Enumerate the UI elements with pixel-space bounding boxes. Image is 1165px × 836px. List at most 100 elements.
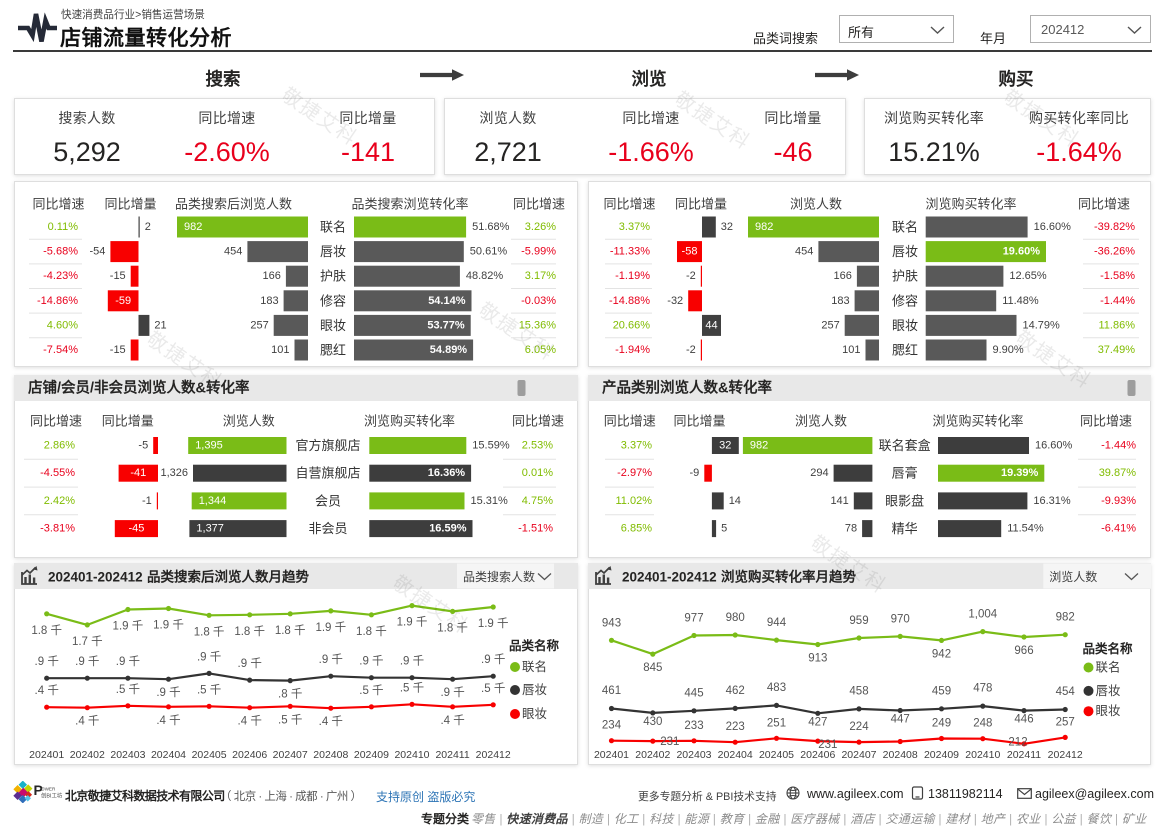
svg-text:.9 千: .9 千 — [156, 686, 180, 699]
svg-text:54.14%: 54.14% — [428, 295, 466, 307]
svg-text:1,377: 1,377 — [196, 523, 224, 535]
svg-text:16.59%: 16.59% — [429, 523, 467, 535]
svg-text:.4 千: .4 千 — [35, 684, 59, 697]
svg-text:同比增速: 同比增速 — [1080, 414, 1132, 429]
svg-text:唇妆: 唇妆 — [1096, 684, 1121, 698]
svg-text:眼妆: 眼妆 — [320, 318, 346, 333]
svg-text:446: 446 — [1014, 714, 1033, 726]
svg-text:-1.44%: -1.44% — [1101, 440, 1136, 452]
svg-text:-15: -15 — [110, 344, 126, 356]
svg-text:1.9 千: 1.9 千 — [478, 617, 509, 630]
svg-text:眼妆: 眼妆 — [522, 707, 547, 721]
svg-text:44: 44 — [705, 319, 717, 331]
svg-text:845: 845 — [643, 662, 662, 674]
svg-text:257: 257 — [250, 319, 268, 331]
svg-text:同比增速: 同比增速 — [622, 110, 679, 126]
svg-text:同比增量: 同比增量 — [764, 110, 821, 126]
svg-text:-1.51%: -1.51% — [518, 523, 553, 535]
svg-text:.9 千: .9 千 — [400, 655, 424, 668]
svg-text:-9.93%: -9.93% — [1101, 495, 1136, 507]
svg-text:3.26%: 3.26% — [525, 221, 556, 233]
svg-text:982: 982 — [184, 221, 202, 233]
svg-text:-1.66%: -1.66% — [608, 137, 694, 167]
svg-text:-0.03%: -0.03% — [521, 295, 556, 307]
svg-text:-3.81%: -3.81% — [40, 523, 75, 535]
svg-text:483: 483 — [767, 682, 786, 694]
svg-text:202405: 202405 — [759, 749, 794, 761]
svg-text:942: 942 — [932, 648, 951, 660]
svg-text:458: 458 — [849, 685, 868, 697]
svg-text:257: 257 — [821, 319, 839, 331]
svg-text:浏览购买转化率: 浏览购买转化率 — [364, 414, 455, 429]
svg-text:.9 千: .9 千 — [116, 655, 140, 668]
svg-text:.4 千: .4 千 — [75, 715, 99, 728]
svg-text:.9 千: .9 千 — [319, 653, 343, 666]
svg-text:产品类别浏览人数&转化率: 产品类别浏览人数&转化率 — [602, 379, 772, 397]
svg-text:202401: 202401 — [29, 749, 64, 761]
svg-text:183: 183 — [831, 295, 849, 307]
svg-text:联名: 联名 — [320, 220, 346, 235]
svg-text:浏览购买转化率月趋势: 浏览购买转化率月趋势 — [721, 569, 856, 585]
svg-text:-58: -58 — [682, 246, 698, 258]
svg-text:3.17%: 3.17% — [525, 270, 556, 282]
svg-text:959: 959 — [849, 615, 868, 627]
svg-text:1.9 千: 1.9 千 — [153, 619, 184, 632]
svg-text:231: 231 — [660, 736, 679, 748]
svg-text:同比增量: 同比增量 — [339, 110, 396, 126]
svg-text:浏览人数: 浏览人数 — [223, 414, 275, 429]
svg-text:202408: 202408 — [883, 749, 918, 761]
svg-text:11.48%: 11.48% — [1002, 295, 1039, 307]
svg-text:-2: -2 — [686, 344, 696, 356]
svg-text:202409: 202409 — [354, 749, 389, 761]
svg-text:980: 980 — [726, 612, 745, 624]
svg-text:2: 2 — [145, 221, 151, 233]
svg-text:-14.86%: -14.86% — [37, 295, 78, 307]
svg-text:1.8 千: 1.8 千 — [31, 624, 62, 637]
svg-text:20.66%: 20.66% — [613, 319, 651, 331]
svg-text:202407: 202407 — [273, 749, 308, 761]
svg-text:.5 千: .5 千 — [116, 683, 140, 696]
svg-text:459: 459 — [932, 685, 951, 697]
svg-text:修容: 修容 — [320, 293, 346, 308]
svg-text:1.8 千: 1.8 千 — [356, 625, 387, 638]
svg-text:品类搜索后浏览人数月趋势: 品类搜索后浏览人数月趋势 — [147, 569, 309, 585]
svg-text:6.85%: 6.85% — [621, 523, 652, 535]
svg-text:447: 447 — [891, 714, 910, 726]
svg-text:-2: -2 — [686, 270, 696, 282]
svg-text:唇膏: 唇膏 — [892, 466, 918, 481]
svg-text:.5 千: .5 千 — [481, 682, 505, 695]
svg-text:.9 千: .9 千 — [35, 655, 59, 668]
svg-text:.9 千: .9 千 — [75, 655, 99, 668]
svg-text:.4 千: .4 千 — [156, 714, 180, 727]
svg-text:同比增速: 同比增速 — [513, 197, 565, 212]
svg-text:251: 251 — [767, 717, 786, 729]
svg-text:3.37%: 3.37% — [619, 221, 650, 233]
svg-text:护肤: 护肤 — [892, 269, 918, 284]
svg-text:445: 445 — [684, 687, 703, 699]
svg-text:唇妆: 唇妆 — [522, 683, 547, 697]
svg-text:唇妆: 唇妆 — [320, 244, 346, 259]
svg-text:-45: -45 — [128, 523, 144, 535]
svg-text:浏览购买转化率: 浏览购买转化率 — [925, 197, 1016, 212]
svg-text:1.7 千: 1.7 千 — [72, 635, 103, 648]
svg-text:16.31%: 16.31% — [1033, 495, 1071, 507]
svg-text:982: 982 — [755, 221, 773, 233]
svg-text:.9 千: .9 千 — [359, 655, 383, 668]
svg-text:32: 32 — [719, 440, 731, 452]
svg-text:同比增速: 同比增速 — [512, 414, 564, 429]
svg-text:51.68%: 51.68% — [472, 221, 510, 233]
svg-text:944: 944 — [767, 617, 787, 629]
svg-text:183: 183 — [260, 295, 278, 307]
svg-text:202412: 202412 — [476, 749, 511, 761]
svg-text:231: 231 — [818, 739, 837, 751]
svg-text:202404: 202404 — [718, 749, 753, 761]
svg-text:-15: -15 — [110, 270, 126, 282]
svg-text:-1.44%: -1.44% — [1100, 295, 1135, 307]
svg-text:6.05%: 6.05% — [525, 344, 556, 356]
svg-text:19.60%: 19.60% — [1003, 246, 1041, 258]
svg-text:202406: 202406 — [800, 749, 835, 761]
svg-text:非会员: 非会员 — [308, 521, 347, 536]
svg-text:11.02%: 11.02% — [616, 495, 653, 507]
svg-text:品类搜索后浏览人数: 品类搜索后浏览人数 — [175, 197, 292, 212]
svg-text:202407: 202407 — [841, 749, 876, 761]
